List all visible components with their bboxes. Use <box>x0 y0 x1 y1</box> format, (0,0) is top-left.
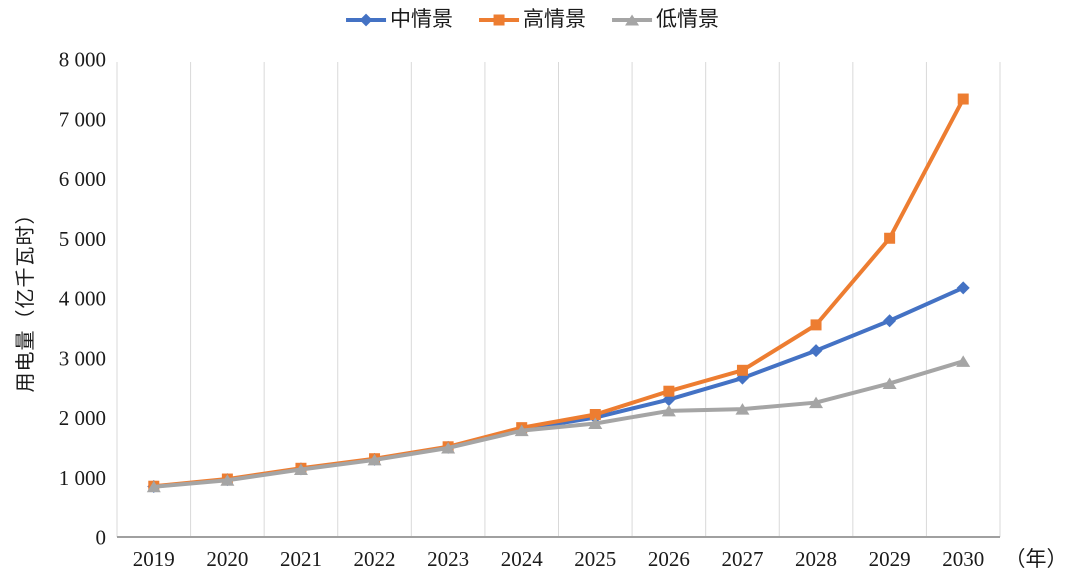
legend-item-low: 低情景 <box>612 9 719 30</box>
chart-legend: 中情景 高情景 低情景 <box>346 9 719 30</box>
series-marker-high <box>663 385 675 397</box>
x-axis-tick-label: 2030 <box>942 547 984 571</box>
x-axis-tick-label: 2022 <box>354 547 396 571</box>
series-marker-high <box>736 364 748 376</box>
legend-marker-square-icon <box>479 12 520 28</box>
series-marker-low <box>514 424 529 437</box>
legend-item-high: 高情景 <box>479 9 586 30</box>
legend-marker-diamond-icon <box>346 12 387 28</box>
legend-label-low: 低情景 <box>656 7 720 31</box>
x-axis-tick-label: 2021 <box>280 547 322 571</box>
y-axis-tick-label: 6 000 <box>59 167 106 191</box>
y-axis-tick-label: 7 000 <box>59 107 106 131</box>
series-marker-high <box>957 93 969 105</box>
legend-item-mid: 中情景 <box>346 9 453 30</box>
x-axis-tick-label: 2026 <box>648 547 690 571</box>
series-marker-low <box>735 403 750 415</box>
series-marker-mid <box>809 344 823 358</box>
series-marker-low <box>956 355 971 367</box>
series-marker-low <box>441 441 456 454</box>
series-marker-low <box>882 377 897 389</box>
x-axis-tick-label: 2025 <box>574 547 616 571</box>
series-marker-low <box>220 474 235 486</box>
series-marker-low <box>809 396 824 409</box>
x-axis-tick-label: 2020 <box>206 547 248 571</box>
series-marker-low <box>588 417 603 429</box>
y-axis-tick-label: 2 000 <box>59 406 106 430</box>
x-axis-tick-label: 2024 <box>501 547 544 571</box>
series-marker-mid <box>883 314 897 328</box>
x-axis-tick-label: 2027 <box>721 547 763 571</box>
x-axis-tick-label: 2028 <box>795 547 837 571</box>
y-axis-tick-label: 1 000 <box>59 466 106 490</box>
y-axis-tick-label: 3 000 <box>59 346 106 370</box>
square-icon <box>493 14 505 25</box>
x-axis-tick-label: 2029 <box>869 547 911 571</box>
diamond-icon <box>359 13 373 26</box>
x-axis-tick-label: 2023 <box>427 547 469 571</box>
y-axis-tick-label: 5 000 <box>59 227 106 251</box>
series-marker-low <box>146 480 161 493</box>
series-marker-low <box>661 404 676 417</box>
triangle-icon <box>625 14 640 25</box>
x-axis-unit-label: （年） <box>1005 547 1068 571</box>
series-marker-low <box>367 453 382 466</box>
legend-label-high: 高情景 <box>523 7 587 31</box>
y-axis-tick-label: 0 <box>96 526 107 550</box>
series-marker-high <box>810 319 822 331</box>
series-line-low <box>151 359 966 489</box>
series-marker-high <box>589 409 601 421</box>
y-axis-tick-label: 8 000 <box>59 48 106 72</box>
series-marker-low <box>293 463 308 475</box>
legend-label-mid: 中情景 <box>390 7 454 31</box>
series-marker-high <box>884 232 896 244</box>
y-axis-tick-label: 4 000 <box>59 287 106 311</box>
series-marker-mid <box>956 281 970 295</box>
legend-marker-triangle-icon <box>612 12 653 28</box>
x-axis-tick-label: 2019 <box>133 547 175 571</box>
